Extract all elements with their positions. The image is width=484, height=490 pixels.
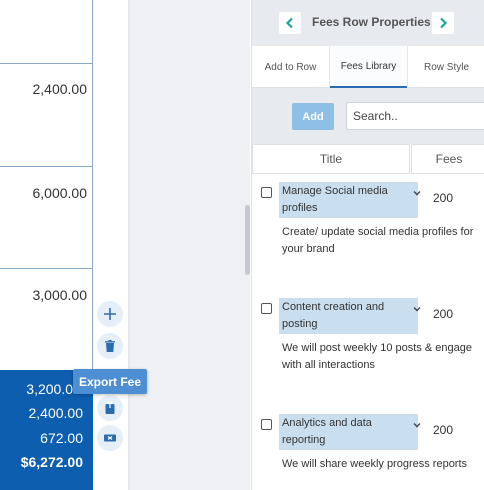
tab-divider xyxy=(407,46,408,88)
tab-row-style[interactable]: Row Style xyxy=(423,61,469,73)
panel-title: Fees Row Properties xyxy=(312,15,431,29)
column-fees: Fees xyxy=(411,144,484,174)
ticket-icon xyxy=(104,434,116,442)
fee-amount: 200 xyxy=(433,307,454,321)
editor-canvas xyxy=(130,0,250,490)
row-divider xyxy=(0,268,93,269)
delete-row-button[interactable] xyxy=(97,333,123,359)
fee-description: Create/ update social media profiles for… xyxy=(282,226,474,255)
export-fee-tooltip: Export Fee xyxy=(73,369,147,394)
export-icon xyxy=(105,401,115,414)
fee-amount: 200 xyxy=(433,423,454,437)
tab-add-to-row[interactable]: Add to Row xyxy=(264,61,317,73)
library-toolbar: Add xyxy=(252,88,484,144)
next-button[interactable] xyxy=(432,12,454,34)
chevron-down-icon xyxy=(413,307,421,312)
fee-amount: 200 xyxy=(433,191,454,205)
fees-table-header: Title Fees xyxy=(252,144,484,174)
subtotal-value: 3,200.0 xyxy=(26,381,73,397)
add-row-button[interactable] xyxy=(97,301,123,327)
tab-fees-library[interactable]: Fees Library xyxy=(330,46,407,88)
chevron-down-icon xyxy=(413,423,421,428)
scrollbar-thumb[interactable] xyxy=(245,205,250,275)
row-divider xyxy=(0,63,93,64)
fee-checkbox[interactable] xyxy=(261,419,272,430)
totals-block: 3,200.0 2,400.00 672.00 $6,272.00 xyxy=(0,370,93,490)
panel-header: Fees Row Properties xyxy=(252,0,484,46)
fee-description: We will post weekly 10 posts & engage wi… xyxy=(282,342,472,371)
fee-checkbox[interactable] xyxy=(261,303,272,314)
row-divider xyxy=(0,166,93,167)
search-input[interactable] xyxy=(346,102,484,130)
document-edge xyxy=(128,0,130,490)
fee-name-select[interactable]: Manage Social media profiles xyxy=(279,182,418,218)
fee-checkbox[interactable] xyxy=(261,187,272,198)
total-line-value: 672.00 xyxy=(40,430,83,446)
fee-description: We will share weekly progress reports xyxy=(282,458,468,470)
fee-ticket-button[interactable] xyxy=(97,425,123,451)
chevron-down-icon xyxy=(413,191,421,196)
fees-row-properties-panel: Fees Row Properties Add to Row Fees Libr… xyxy=(251,0,484,490)
previous-button[interactable] xyxy=(279,12,301,34)
chevron-right-icon xyxy=(440,17,448,29)
panel-tabs: Add to Row Fees Library Row Style xyxy=(252,46,484,88)
row-amount: 6,000.00 xyxy=(32,185,88,201)
fee-name-select[interactable]: Content creation and posting xyxy=(279,298,418,334)
table-border xyxy=(92,0,93,370)
column-title: Title xyxy=(252,144,410,174)
row-amount: 3,000.00 xyxy=(32,287,88,303)
chevron-left-icon xyxy=(285,17,293,29)
add-fee-button[interactable]: Add xyxy=(292,103,334,130)
plus-icon xyxy=(104,308,116,320)
export-fee-button[interactable] xyxy=(97,395,123,421)
trash-icon xyxy=(105,340,115,352)
tab-divider xyxy=(329,46,330,88)
row-amount: 2,400.00 xyxy=(32,81,88,97)
total-line-value: 2,400.00 xyxy=(28,405,84,421)
grand-total-value: $6,272.00 xyxy=(20,454,83,470)
fee-name-select[interactable]: Analytics and data reporting xyxy=(279,414,418,450)
